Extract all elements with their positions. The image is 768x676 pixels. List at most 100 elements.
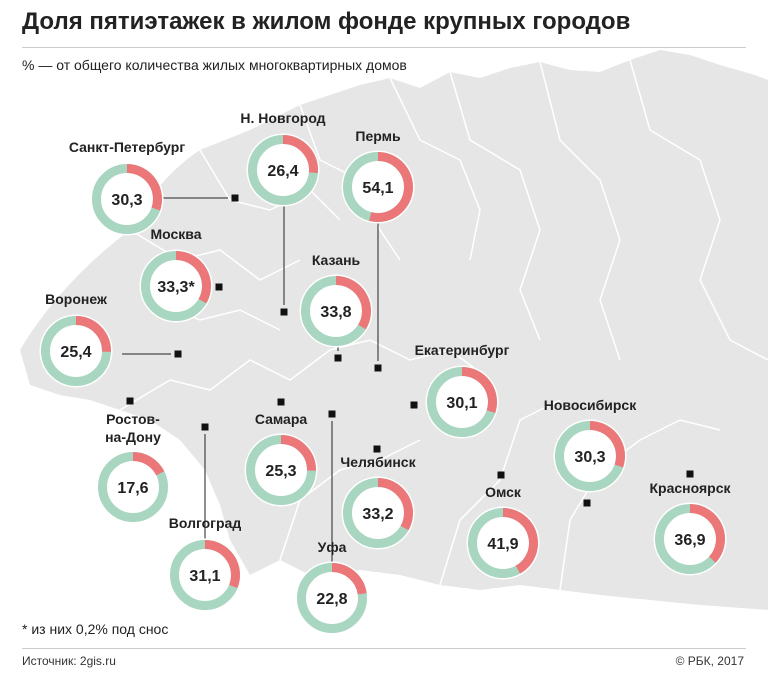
donut-hole [668, 517, 712, 561]
donut-share-arc [335, 276, 371, 330]
city-marker [126, 397, 134, 405]
donut-share-arc [204, 540, 240, 589]
donut-share-arc [369, 152, 413, 222]
donut-hole [356, 165, 400, 209]
donut-share-arc [589, 421, 625, 468]
donut-hole [54, 329, 98, 373]
value-label: 30,3 [574, 449, 605, 466]
city-markers [126, 194, 694, 507]
donut-hole [259, 448, 303, 492]
donut-1: 30,3 Санкт-Петербург [69, 139, 186, 236]
city-label: Челябинск [340, 454, 416, 470]
donut-15: 22,8 Уфа [295, 539, 369, 635]
donut-charts: 30,3 Санкт-Петербург 26,4 Н. Новгород 54,1 Пе… [39, 110, 731, 635]
city-label: Воронеж [45, 291, 108, 307]
donut-4: 33,3* Москва [139, 226, 213, 323]
donut-share-arc [75, 316, 111, 352]
region-border [279, 439, 421, 561]
donut-3: 54,1 Пермь [341, 128, 415, 224]
value-label: 36,9 [674, 532, 705, 549]
city-marker [215, 283, 223, 291]
region-border [119, 349, 331, 411]
donut-share-arc [280, 435, 316, 471]
donut-share-arc [331, 563, 367, 595]
city-label: Екатеринбург [415, 342, 510, 358]
city-label: Н. Новгород [240, 110, 325, 126]
donut-share-arc [461, 367, 497, 414]
donut-share-arc [377, 478, 413, 531]
donut-hole [481, 521, 525, 565]
city-marker [583, 499, 591, 507]
donut-hole [105, 177, 149, 221]
donut-hole [183, 553, 227, 597]
donut-hole [261, 148, 305, 192]
region-border [449, 71, 541, 341]
city-marker [328, 410, 336, 418]
city-marker [201, 423, 209, 431]
value-label: 17,6 [117, 480, 148, 497]
city-marker [231, 194, 239, 202]
region-border [129, 229, 301, 281]
value-label: 33,8 [320, 304, 351, 321]
city-label: Волгоград [169, 515, 242, 531]
city-label: Казань [312, 252, 361, 268]
value-label: 33,2 [362, 506, 393, 523]
city-label: Москва [150, 226, 201, 242]
city-label: Пермь [355, 128, 401, 144]
donut-8: 17,6 Ростов-на-Дону [96, 411, 170, 524]
value-label: 25,3 [265, 463, 296, 480]
donut-13: 36,9 Красноярск [649, 480, 731, 576]
donut-hole [314, 289, 358, 333]
city-label: Ростов-на-Дону [105, 411, 161, 445]
value-label: 26,4 [267, 163, 298, 180]
city-label: Красноярск [649, 480, 731, 496]
donut-share-arc [126, 164, 162, 211]
donut-share-arc [175, 251, 211, 304]
donut-7: 30,1 Екатеринбург [415, 342, 510, 439]
city-marker [373, 445, 381, 453]
donut-hole [356, 491, 400, 535]
donut-14: 31,1 Волгоград [168, 515, 242, 612]
city-label: Омск [485, 484, 522, 500]
value-label: 33,3* [157, 279, 195, 296]
city-marker [374, 364, 382, 372]
city-marker [334, 354, 342, 362]
donut-11: 33,2 Челябинск [340, 454, 417, 550]
donut-12: 41,9 Омск [466, 484, 540, 580]
region-border [389, 77, 481, 261]
city-marker [410, 401, 418, 409]
value-label: 25,4 [60, 344, 91, 361]
city-label: Санкт-Петербург [69, 139, 186, 155]
donut-9: 25,3 Самара [244, 411, 318, 507]
chart-subtitle: % — от общего количества жилых многоквар… [22, 57, 407, 73]
donut-2: 26,4 Н. Новгород [240, 110, 326, 207]
city-marker [497, 471, 505, 479]
source-note: Источник: 2gis.ru [22, 654, 116, 668]
donut-hole [310, 576, 354, 620]
value-label: 54,1 [362, 180, 393, 197]
city-marker [280, 308, 288, 316]
donut-hole [154, 264, 198, 308]
donut-share-arc [282, 135, 318, 174]
copyright-credit: © РБК, 2017 [675, 654, 744, 668]
donut-hole [568, 434, 612, 478]
chart-title: Доля пятиэтажек в жилом фонде крупных го… [22, 8, 631, 35]
donut-hole [111, 465, 155, 509]
value-label: 41,9 [487, 536, 518, 553]
footnote: * из них 0,2% под снос [22, 621, 169, 637]
value-label: 30,1 [446, 395, 477, 412]
city-marker [277, 398, 285, 406]
value-label: 22,8 [316, 591, 347, 608]
city-label: Новосибирск [544, 397, 637, 413]
donut-hole [440, 380, 484, 424]
value-label: 31,1 [189, 568, 220, 585]
region-border [329, 339, 491, 381]
donut-share-arc [689, 504, 725, 563]
donut-10: 30,3 Новосибирск [544, 397, 637, 493]
region-border [539, 61, 621, 361]
region-border [629, 59, 768, 361]
value-label: 30,3 [111, 192, 142, 209]
title-divider [22, 47, 746, 48]
city-label: Уфа [318, 539, 347, 555]
